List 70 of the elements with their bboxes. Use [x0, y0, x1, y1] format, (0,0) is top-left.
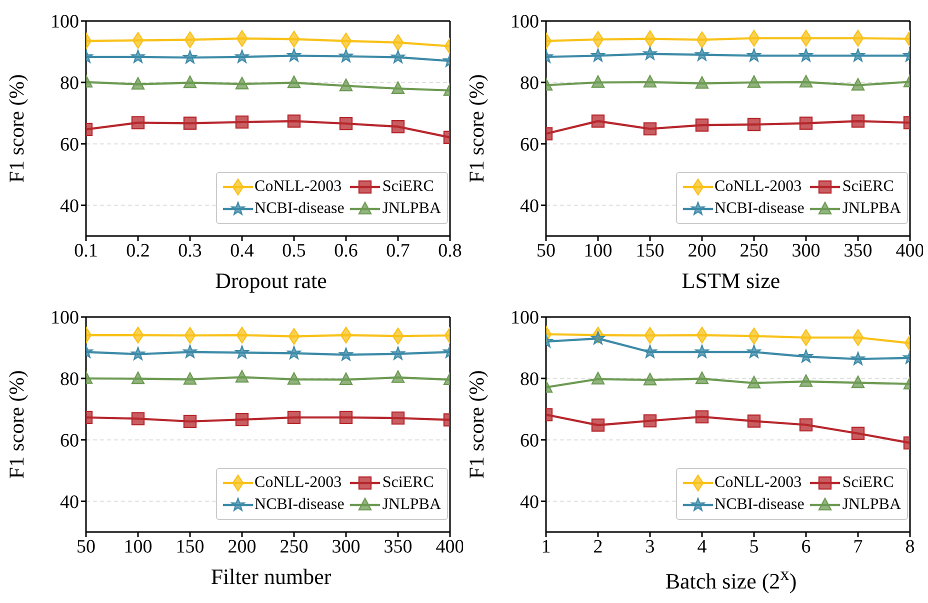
- x-tick-label: 0.4: [230, 240, 254, 262]
- x-tick-label: 250: [740, 240, 768, 262]
- x-tick-label: 0.3: [178, 240, 202, 262]
- x-tick-label: 50: [76, 536, 96, 558]
- legend-label: CoNLL-2003: [254, 178, 342, 196]
- y-tick-label: 100: [510, 308, 539, 329]
- y-axis-title: F1 score (%): [4, 74, 28, 183]
- x-tick-label: 300: [332, 536, 360, 558]
- legend-label: CoNLL-2003: [714, 474, 802, 492]
- legend-label: NCBI-disease: [254, 496, 344, 514]
- y-tick-label: 100: [50, 12, 79, 33]
- legend-label: CoNLL-2003: [254, 474, 342, 492]
- x-axis-title: Filter number: [210, 564, 332, 590]
- x-tick-label: 350: [844, 240, 872, 262]
- legend-label: SciERC: [842, 474, 894, 492]
- x-tick-label: 100: [584, 240, 612, 262]
- x-tick-label: 50: [536, 240, 556, 262]
- x-tick-label: 7: [853, 536, 863, 558]
- y-tick-label: 60: [520, 430, 539, 452]
- x-tick-label: 0.6: [334, 240, 358, 262]
- y-tick-label: 100: [50, 308, 79, 329]
- x-tick-label: 0.1: [74, 240, 98, 262]
- x-tick-label: 200: [228, 536, 256, 558]
- legend-label: CoNLL-2003: [714, 178, 802, 196]
- x-tick-label: 2: [593, 536, 603, 558]
- y-tick-label: 60: [60, 134, 79, 156]
- x-tick-label: 1: [541, 536, 551, 558]
- x-tick-label: 0.8: [438, 240, 462, 262]
- y-tick-label: 40: [520, 196, 539, 218]
- x-axis-title: LSTM size: [680, 268, 782, 294]
- y-axis-title: F1 score (%): [464, 370, 488, 479]
- x-tick-label: 6: [801, 536, 811, 558]
- x-tick-label: 0.7: [386, 240, 410, 262]
- y-tick-label: 60: [60, 430, 79, 452]
- legend-label: JNLPBA: [842, 496, 901, 514]
- y-tick-label: 80: [520, 369, 539, 390]
- legend-label: JNLPBA: [382, 200, 441, 218]
- legend-label: NCBI-disease: [714, 496, 804, 514]
- x-tick-label: 350: [384, 536, 412, 558]
- legend-label: NCBI-disease: [254, 200, 344, 218]
- legend-label: SciERC: [382, 178, 434, 196]
- y-tick-label: 40: [60, 196, 79, 218]
- legend-label: SciERC: [382, 474, 434, 492]
- y-tick-label: 80: [60, 73, 79, 94]
- x-axis-title: Dropout rate: [214, 268, 328, 294]
- legend-label: NCBI-disease: [714, 200, 804, 218]
- y-axis-title: F1 score (%): [464, 74, 488, 183]
- x-tick-label: 0.5: [282, 240, 306, 262]
- x-tick-label: 100: [124, 536, 152, 558]
- y-tick-label: 40: [520, 492, 539, 514]
- y-tick-label: 60: [520, 134, 539, 156]
- x-tick-label: 4: [697, 536, 708, 558]
- y-tick-label: 40: [60, 492, 79, 514]
- legend-label: JNLPBA: [382, 496, 441, 514]
- x-tick-label: 5: [749, 536, 759, 558]
- y-tick-label: 80: [520, 73, 539, 94]
- y-tick-label: 80: [60, 369, 79, 390]
- x-tick-label: 150: [636, 240, 664, 262]
- x-tick-label: 250: [280, 536, 308, 558]
- x-tick-label: 300: [792, 240, 820, 262]
- x-tick-label: 150: [176, 536, 204, 558]
- x-tick-label: 200: [688, 240, 716, 262]
- x-axis-title: Batch size (2$^{x}$): [664, 564, 798, 594]
- x-tick-label: 0.2: [126, 240, 150, 262]
- legend-label: SciERC: [842, 178, 894, 196]
- legend-label: JNLPBA: [842, 200, 901, 218]
- x-tick-label: 3: [645, 536, 655, 558]
- y-tick-label: 100: [510, 12, 539, 33]
- x-tick-label: 8: [905, 536, 915, 558]
- y-axis-title: F1 score (%): [4, 370, 28, 479]
